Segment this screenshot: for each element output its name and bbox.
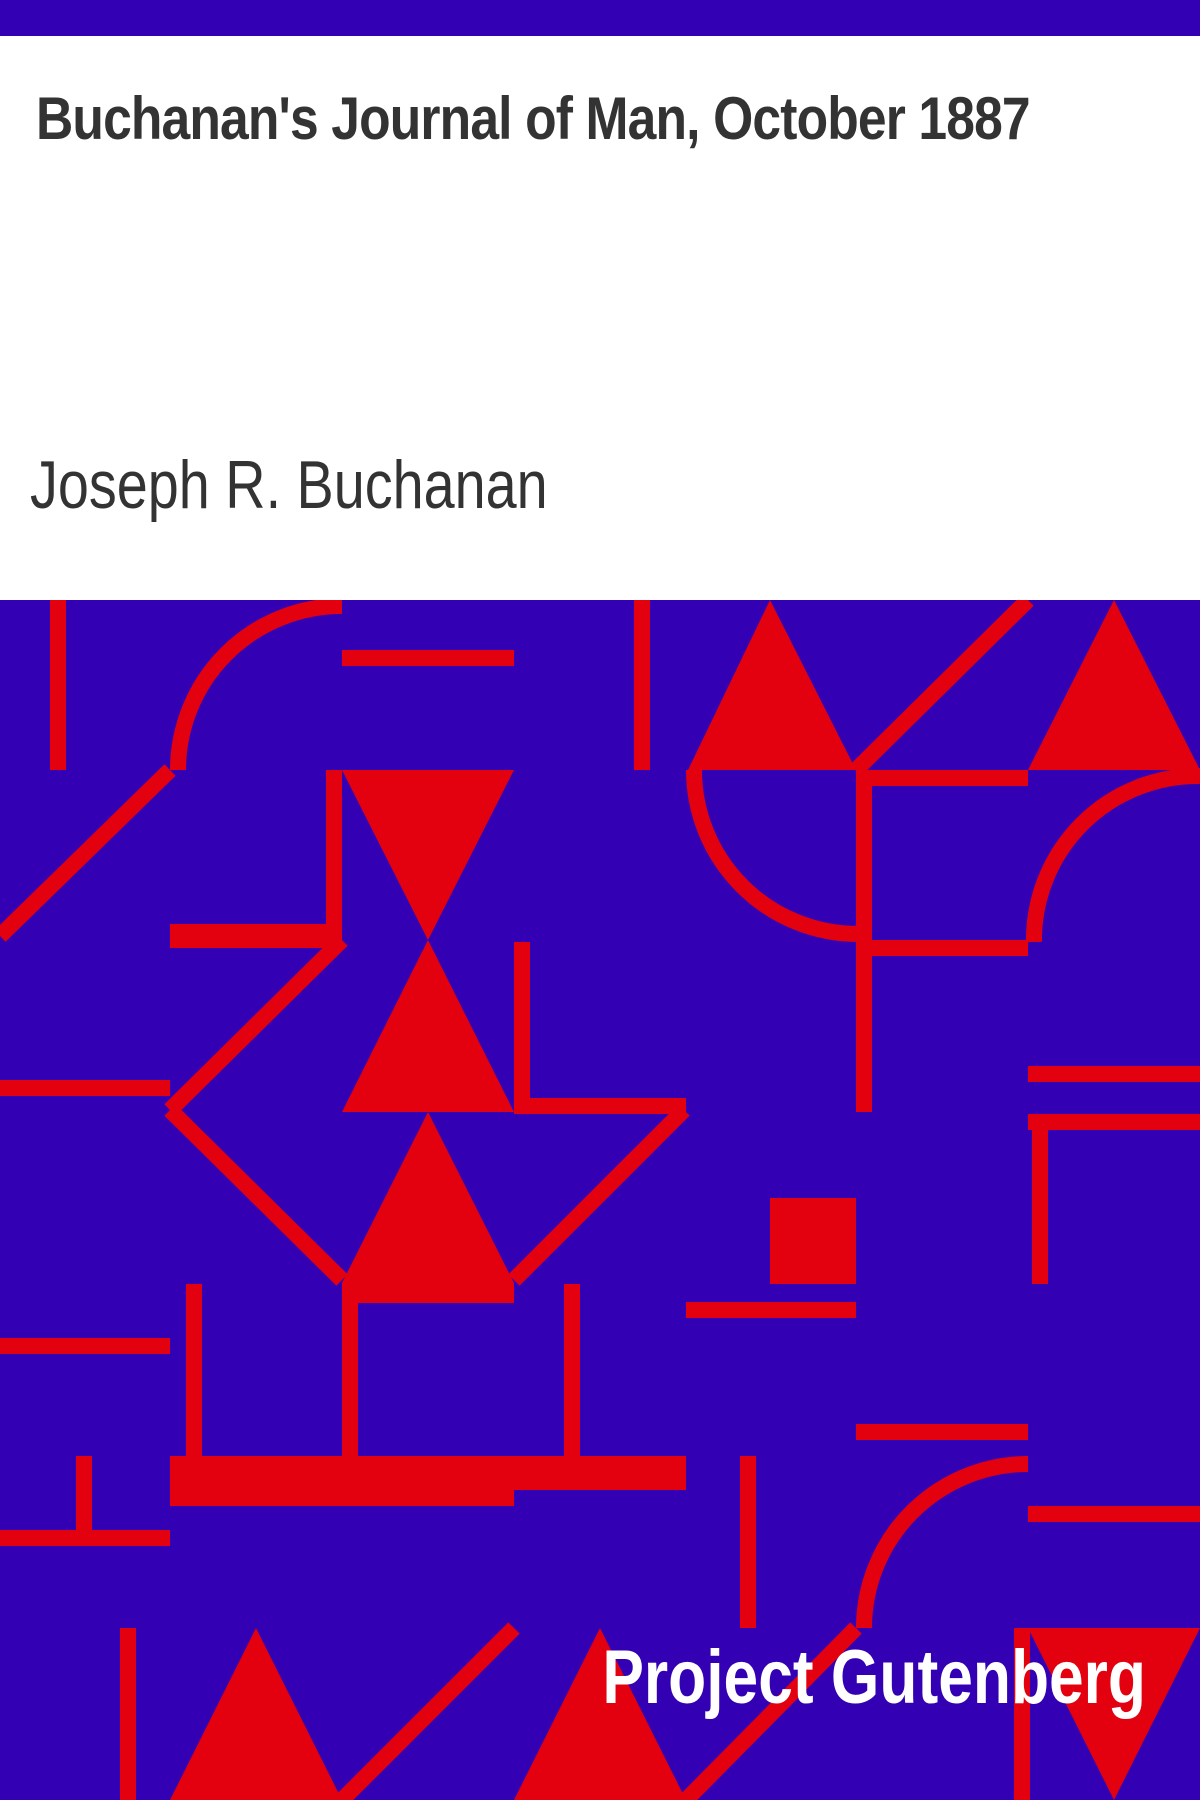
pattern-bar <box>120 1628 136 1800</box>
book-title: Buchanan's Journal of Man, October 1887 <box>36 85 1031 152</box>
pattern-diagonal <box>164 1104 348 1286</box>
book-author: Joseph R. Buchanan <box>30 447 548 523</box>
pattern-bar <box>170 1490 514 1506</box>
pattern-bar <box>564 1284 580 1456</box>
pattern-diagonal <box>850 600 1034 776</box>
pattern-bar <box>0 1338 170 1354</box>
pattern-diagonal <box>680 1622 862 1800</box>
pattern-bar <box>1028 1114 1200 1130</box>
pattern-triangle <box>1028 1628 1200 1800</box>
pattern-bar <box>76 1456 92 1546</box>
pattern-bar <box>1028 1066 1200 1082</box>
pattern-diagonal <box>0 764 176 942</box>
pattern-bar <box>342 1283 514 1303</box>
pattern-bar <box>856 770 1028 786</box>
pattern-arc <box>686 769 859 942</box>
top-band <box>0 0 1200 36</box>
pattern-bar <box>342 1302 358 1456</box>
pattern-bar <box>686 1302 856 1318</box>
publisher-label: Project Gutenberg <box>602 1635 1146 1720</box>
pattern-diagonal <box>164 934 348 1116</box>
pattern-bar <box>1032 1114 1048 1284</box>
geometric-pattern <box>0 600 1200 1800</box>
pattern-bar <box>514 1098 686 1114</box>
title-panel <box>0 36 1200 600</box>
pattern-triangle <box>342 1112 514 1283</box>
pattern-bar <box>514 942 530 1102</box>
pattern-bar <box>0 1080 170 1096</box>
pattern-bar <box>1028 1506 1200 1522</box>
pattern-bar <box>1014 1628 1030 1800</box>
pattern-bar <box>740 1456 756 1628</box>
pattern-bar <box>170 1456 686 1490</box>
pattern-arc <box>170 600 343 771</box>
pattern-square <box>770 1198 856 1284</box>
pattern-triangle <box>688 600 856 770</box>
pattern-triangle <box>1028 600 1200 770</box>
pattern-triangle <box>170 1628 342 1800</box>
pattern-bar <box>342 650 514 666</box>
pattern-bar <box>634 600 650 770</box>
pattern-arc <box>1025 767 1200 943</box>
pattern-bar <box>856 1424 1028 1440</box>
pattern-triangle <box>342 770 514 940</box>
pattern-diagonal <box>336 1622 520 1800</box>
pattern-bar <box>856 776 872 1112</box>
pattern-bar <box>856 940 1028 956</box>
pattern-triangle <box>342 940 514 1112</box>
pattern-triangle <box>514 1628 686 1800</box>
pattern-arc <box>856 1456 1029 1629</box>
pattern-diagonal <box>508 1104 690 1286</box>
pattern-bar <box>186 1284 202 1456</box>
pattern-bar <box>50 600 66 770</box>
